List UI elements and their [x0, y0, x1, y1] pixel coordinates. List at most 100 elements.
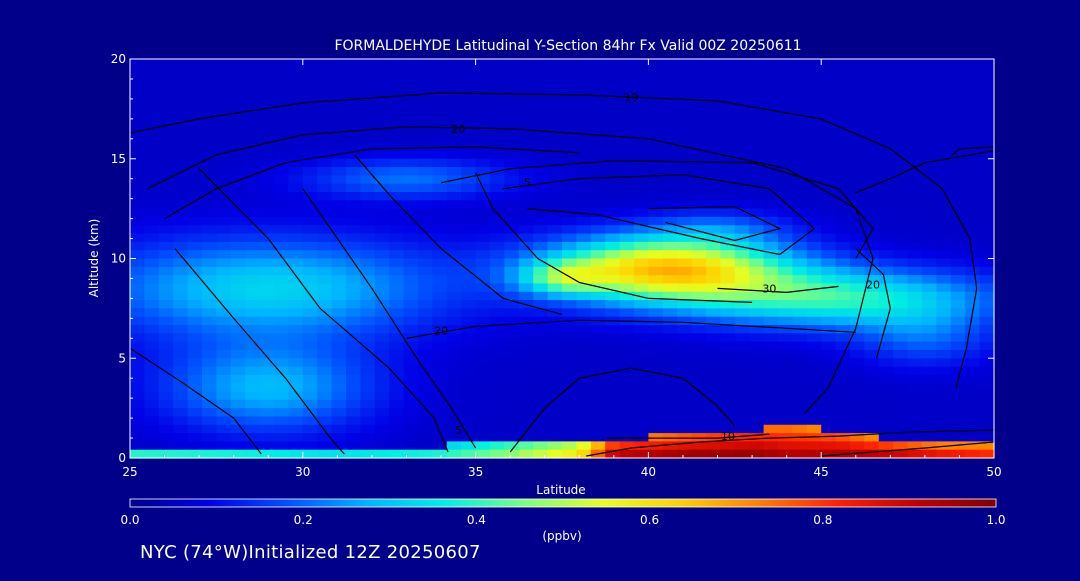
heatmap-cell — [562, 183, 577, 193]
heatmap-cell — [360, 441, 376, 451]
heatmap-cell — [274, 92, 289, 102]
heatmap-cell — [158, 341, 174, 351]
heatmap-cell — [187, 208, 203, 218]
heatmap-cell — [634, 150, 649, 160]
heatmap-cell — [432, 366, 448, 376]
heatmap-cell — [403, 374, 419, 384]
heatmap-cell — [864, 416, 880, 426]
heatmap-cell — [864, 283, 880, 293]
heatmap-cell — [576, 100, 592, 110]
heatmap-cell — [259, 283, 275, 293]
heatmap-cell — [490, 183, 505, 193]
heatmap-cell — [302, 391, 318, 401]
heatmap-cell — [605, 291, 621, 301]
heatmap-cell — [418, 333, 433, 343]
heatmap-cell — [144, 133, 160, 143]
heatmap-cell — [562, 208, 577, 218]
heatmap-cell — [302, 383, 318, 393]
heatmap-cell — [432, 341, 448, 351]
heatmap-cell — [158, 192, 174, 201]
heatmap-cell — [202, 266, 217, 276]
heatmap-cell — [245, 75, 261, 85]
heatmap-cell — [187, 325, 203, 334]
heatmap-cell — [749, 416, 765, 426]
heatmap-cell — [274, 75, 289, 85]
heatmap-cell — [389, 225, 405, 235]
heatmap-cell — [662, 158, 678, 168]
heatmap-cell — [778, 200, 793, 210]
heatmap-cell — [518, 424, 534, 434]
heatmap-cell — [274, 408, 289, 418]
heatmap-cell — [691, 275, 707, 285]
contour-line — [129, 347, 262, 455]
heatmap-cell — [302, 433, 318, 442]
heatmap-cell — [274, 208, 289, 218]
heatmap-cell — [950, 241, 966, 251]
heatmap-cell — [245, 408, 261, 418]
colorbar-tick-label: 1.0 — [986, 513, 1005, 527]
heatmap-cell — [662, 275, 678, 285]
heatmap-cell — [562, 200, 577, 210]
heatmap-cell — [706, 366, 721, 376]
heatmap-cell — [821, 266, 837, 276]
heatmap-cell — [461, 275, 477, 285]
contour-line — [855, 248, 891, 359]
heatmap-cell — [907, 192, 923, 201]
heatmap-cell — [245, 167, 261, 176]
heatmap-cell — [187, 92, 203, 102]
heatmap-cell — [130, 349, 145, 359]
heatmap-cell — [346, 341, 361, 351]
heatmap-cell — [950, 275, 966, 285]
heatmap-cell — [734, 125, 750, 135]
heatmap-cell — [504, 175, 520, 185]
heatmap-cell — [518, 349, 534, 359]
heatmap-cell — [734, 208, 750, 218]
heatmap-cell — [216, 424, 232, 434]
heatmap-cell — [922, 142, 937, 152]
heatmap-cell — [403, 308, 419, 318]
heatmap-cell — [936, 183, 952, 193]
heatmap-cell — [749, 225, 765, 235]
heatmap-cell — [806, 200, 822, 210]
heatmap-cell — [950, 358, 966, 368]
heatmap-cell — [461, 408, 477, 418]
heatmap-cell — [590, 333, 606, 343]
heatmap-cell — [245, 283, 261, 293]
heatmap-cell — [547, 325, 563, 334]
heatmap-cell — [288, 258, 304, 268]
heatmap-cell — [374, 241, 390, 251]
heatmap-cell — [864, 175, 880, 185]
heatmap-cell — [677, 175, 693, 185]
heatmap-cell — [288, 67, 304, 77]
heatmap-cell — [518, 92, 534, 102]
heatmap-cell — [346, 283, 361, 293]
heatmap-cell — [302, 167, 318, 176]
heatmap-cell — [878, 383, 894, 393]
heatmap-cell — [518, 192, 534, 201]
heatmap-cell — [389, 424, 405, 434]
heatmap-cell — [662, 167, 678, 176]
heatmap-cell — [965, 175, 981, 185]
heatmap-cell — [792, 283, 808, 293]
heatmap-cell — [662, 308, 678, 318]
heatmap-cell — [374, 250, 390, 260]
heatmap-cell — [418, 399, 433, 409]
heatmap-cell — [374, 416, 390, 426]
heatmap-cell — [590, 341, 606, 351]
heatmap-cell — [576, 175, 592, 185]
heatmap-cell — [475, 133, 491, 143]
heatmap-cell — [173, 449, 189, 459]
heatmap-cell — [331, 283, 347, 293]
heatmap-cell — [907, 225, 923, 235]
heatmap-cell — [691, 133, 707, 143]
heatmap-cell — [202, 75, 217, 85]
heatmap-cell — [893, 216, 909, 226]
heatmap-cell — [922, 216, 937, 226]
heatmap-cell — [648, 208, 664, 218]
heatmap-cell — [533, 374, 549, 384]
heatmap-cell — [461, 333, 477, 343]
heatmap-cell — [734, 241, 750, 251]
heatmap-cell — [590, 258, 606, 268]
heatmap-cell — [461, 383, 477, 393]
heatmap-cell — [317, 75, 333, 85]
